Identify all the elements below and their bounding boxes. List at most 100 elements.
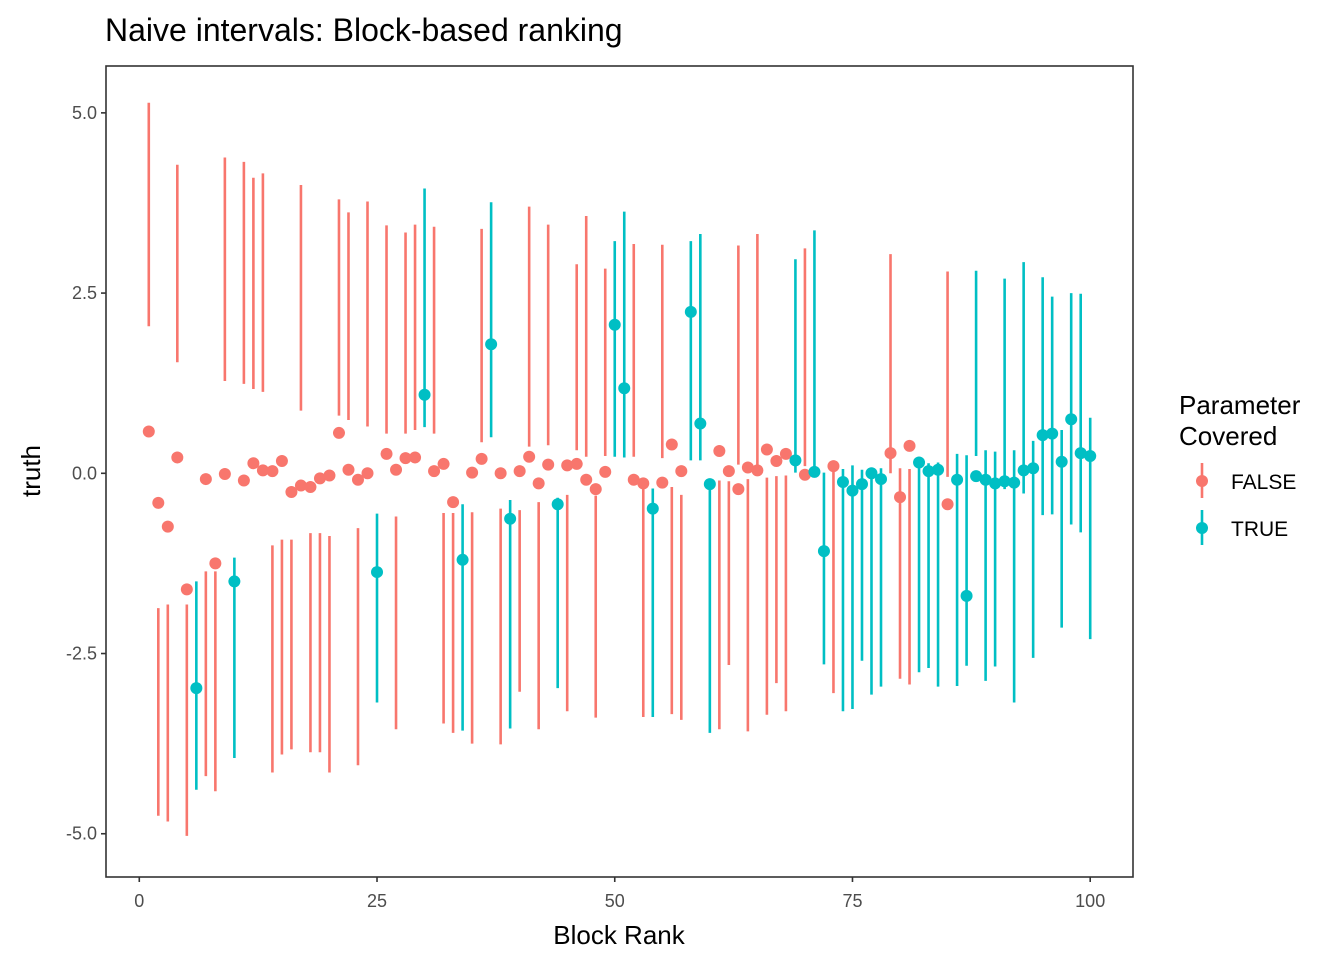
truth-point-rank-48: [589, 483, 602, 496]
truth-point-rank-36: [475, 452, 488, 465]
truth-point-rank-14: [266, 465, 279, 478]
legend-label-false: FALSE: [1231, 471, 1296, 494]
y-axis: -5.0 -2.5 0.0 2.5 5.0: [66, 103, 106, 844]
truth-point-rank-4: [171, 451, 184, 464]
truth-point-rank-21: [332, 426, 345, 439]
truth-point-rank-67: [770, 455, 783, 468]
truth-point-rank-46: [570, 457, 583, 470]
legend-label-true: TRUE: [1231, 518, 1288, 541]
truth-point-rank-51: [618, 382, 631, 395]
truth-point-rank-70: [798, 468, 811, 481]
legend-title-line-2: Covered: [1179, 421, 1277, 451]
truth-point-rank-10: [228, 575, 241, 588]
truth-point-rank-13: [256, 464, 269, 477]
truth-point-rank-31: [428, 465, 441, 478]
truth-point-rank-18: [304, 480, 317, 493]
truth-point-rank-86: [951, 473, 964, 486]
legend-title-line-1: Parameter: [1179, 390, 1301, 420]
truth-point-rank-25: [371, 566, 384, 579]
x-tick-label: 25: [367, 891, 387, 911]
truth-point-rank-74: [836, 475, 849, 488]
truth-point-rank-39: [504, 512, 517, 525]
marks-layer: [142, 102, 1097, 836]
truth-point-rank-49: [599, 465, 612, 478]
truth-point-rank-77: [865, 467, 878, 480]
truth-point-rank-7: [199, 473, 212, 486]
truth-point-rank-45: [561, 459, 574, 472]
truth-point-rank-61: [713, 444, 726, 457]
truth-point-rank-62: [722, 465, 735, 478]
truth-point-rank-54: [646, 502, 659, 515]
truth-point-rank-41: [523, 450, 536, 463]
truth-point-rank-2: [152, 496, 165, 509]
legend: Parameter Covered FALSE TRUE: [1179, 390, 1301, 545]
legend-entry-true: TRUE: [1196, 510, 1288, 545]
truth-point-rank-82: [913, 456, 926, 469]
truth-point-rank-29: [409, 451, 422, 464]
x-axis: 0 25 50 75 100: [134, 877, 1105, 911]
y-tick-label: 5.0: [72, 103, 97, 123]
y-tick-label: 0.0: [72, 463, 97, 483]
truth-point-rank-23: [351, 473, 364, 486]
y-tick-label: -5.0: [66, 824, 97, 844]
truth-point-rank-28: [399, 452, 412, 465]
truth-point-rank-78: [875, 473, 888, 486]
y-tick-label: -2.5: [66, 644, 97, 664]
truth-point-rank-12: [247, 457, 260, 470]
truth-point-rank-30: [418, 388, 431, 401]
truth-point-rank-55: [656, 476, 669, 489]
truth-point-rank-11: [237, 474, 250, 487]
truth-point-rank-69: [789, 454, 802, 467]
truth-point-rank-26: [380, 447, 393, 460]
truth-point-rank-58: [684, 305, 697, 318]
truth-point-rank-91: [998, 475, 1011, 488]
truth-point-rank-6: [190, 682, 203, 695]
truth-point-rank-68: [779, 447, 792, 460]
truth-point-rank-47: [580, 473, 593, 486]
y-tick-label: 2.5: [72, 283, 97, 303]
truth-point-rank-1: [142, 425, 155, 438]
truth-point-rank-100: [1084, 450, 1097, 463]
truth-point-rank-66: [760, 443, 773, 456]
y-axis-title: truth: [16, 445, 46, 497]
truth-point-rank-22: [342, 463, 355, 476]
legend-key-false-dot: [1196, 475, 1208, 487]
plot-border: [105, 65, 1134, 878]
truth-point-rank-35: [466, 466, 479, 479]
truth-point-rank-43: [542, 458, 555, 471]
truth-point-rank-8: [209, 557, 222, 570]
truth-point-rank-9: [218, 468, 231, 481]
x-tick-label: 50: [605, 891, 625, 911]
truth-point-rank-72: [817, 545, 830, 558]
x-axis-title: Block Rank: [553, 920, 685, 950]
truth-point-rank-99: [1074, 447, 1087, 460]
truth-point-rank-16: [285, 486, 298, 499]
truth-point-rank-84: [932, 463, 945, 476]
truth-point-rank-81: [903, 439, 916, 452]
truth-point-rank-17: [294, 479, 307, 492]
truth-point-rank-71: [808, 465, 821, 478]
truth-point-rank-53: [637, 477, 650, 490]
truth-point-rank-80: [894, 491, 907, 504]
x-tick-label: 100: [1075, 891, 1105, 911]
truth-point-rank-96: [1046, 427, 1059, 440]
truth-point-rank-52: [627, 473, 640, 486]
truth-point-rank-19: [313, 472, 326, 485]
truth-point-rank-40: [513, 465, 526, 478]
truth-point-rank-44: [551, 498, 564, 511]
truth-point-rank-97: [1055, 455, 1068, 468]
truth-point-rank-50: [608, 318, 621, 331]
truth-point-rank-92: [1008, 476, 1021, 489]
truth-point-rank-5: [180, 583, 193, 596]
truth-point-rank-75: [846, 484, 859, 497]
truth-point-rank-85: [941, 498, 954, 511]
truth-point-rank-76: [855, 478, 868, 491]
truth-point-rank-64: [741, 461, 754, 474]
truth-point-rank-90: [989, 477, 1002, 490]
truth-point-rank-83: [922, 465, 935, 478]
truth-point-rank-88: [970, 470, 983, 483]
truth-point-rank-93: [1017, 464, 1030, 477]
truth-point-rank-57: [675, 465, 688, 478]
truth-point-rank-34: [456, 553, 469, 566]
